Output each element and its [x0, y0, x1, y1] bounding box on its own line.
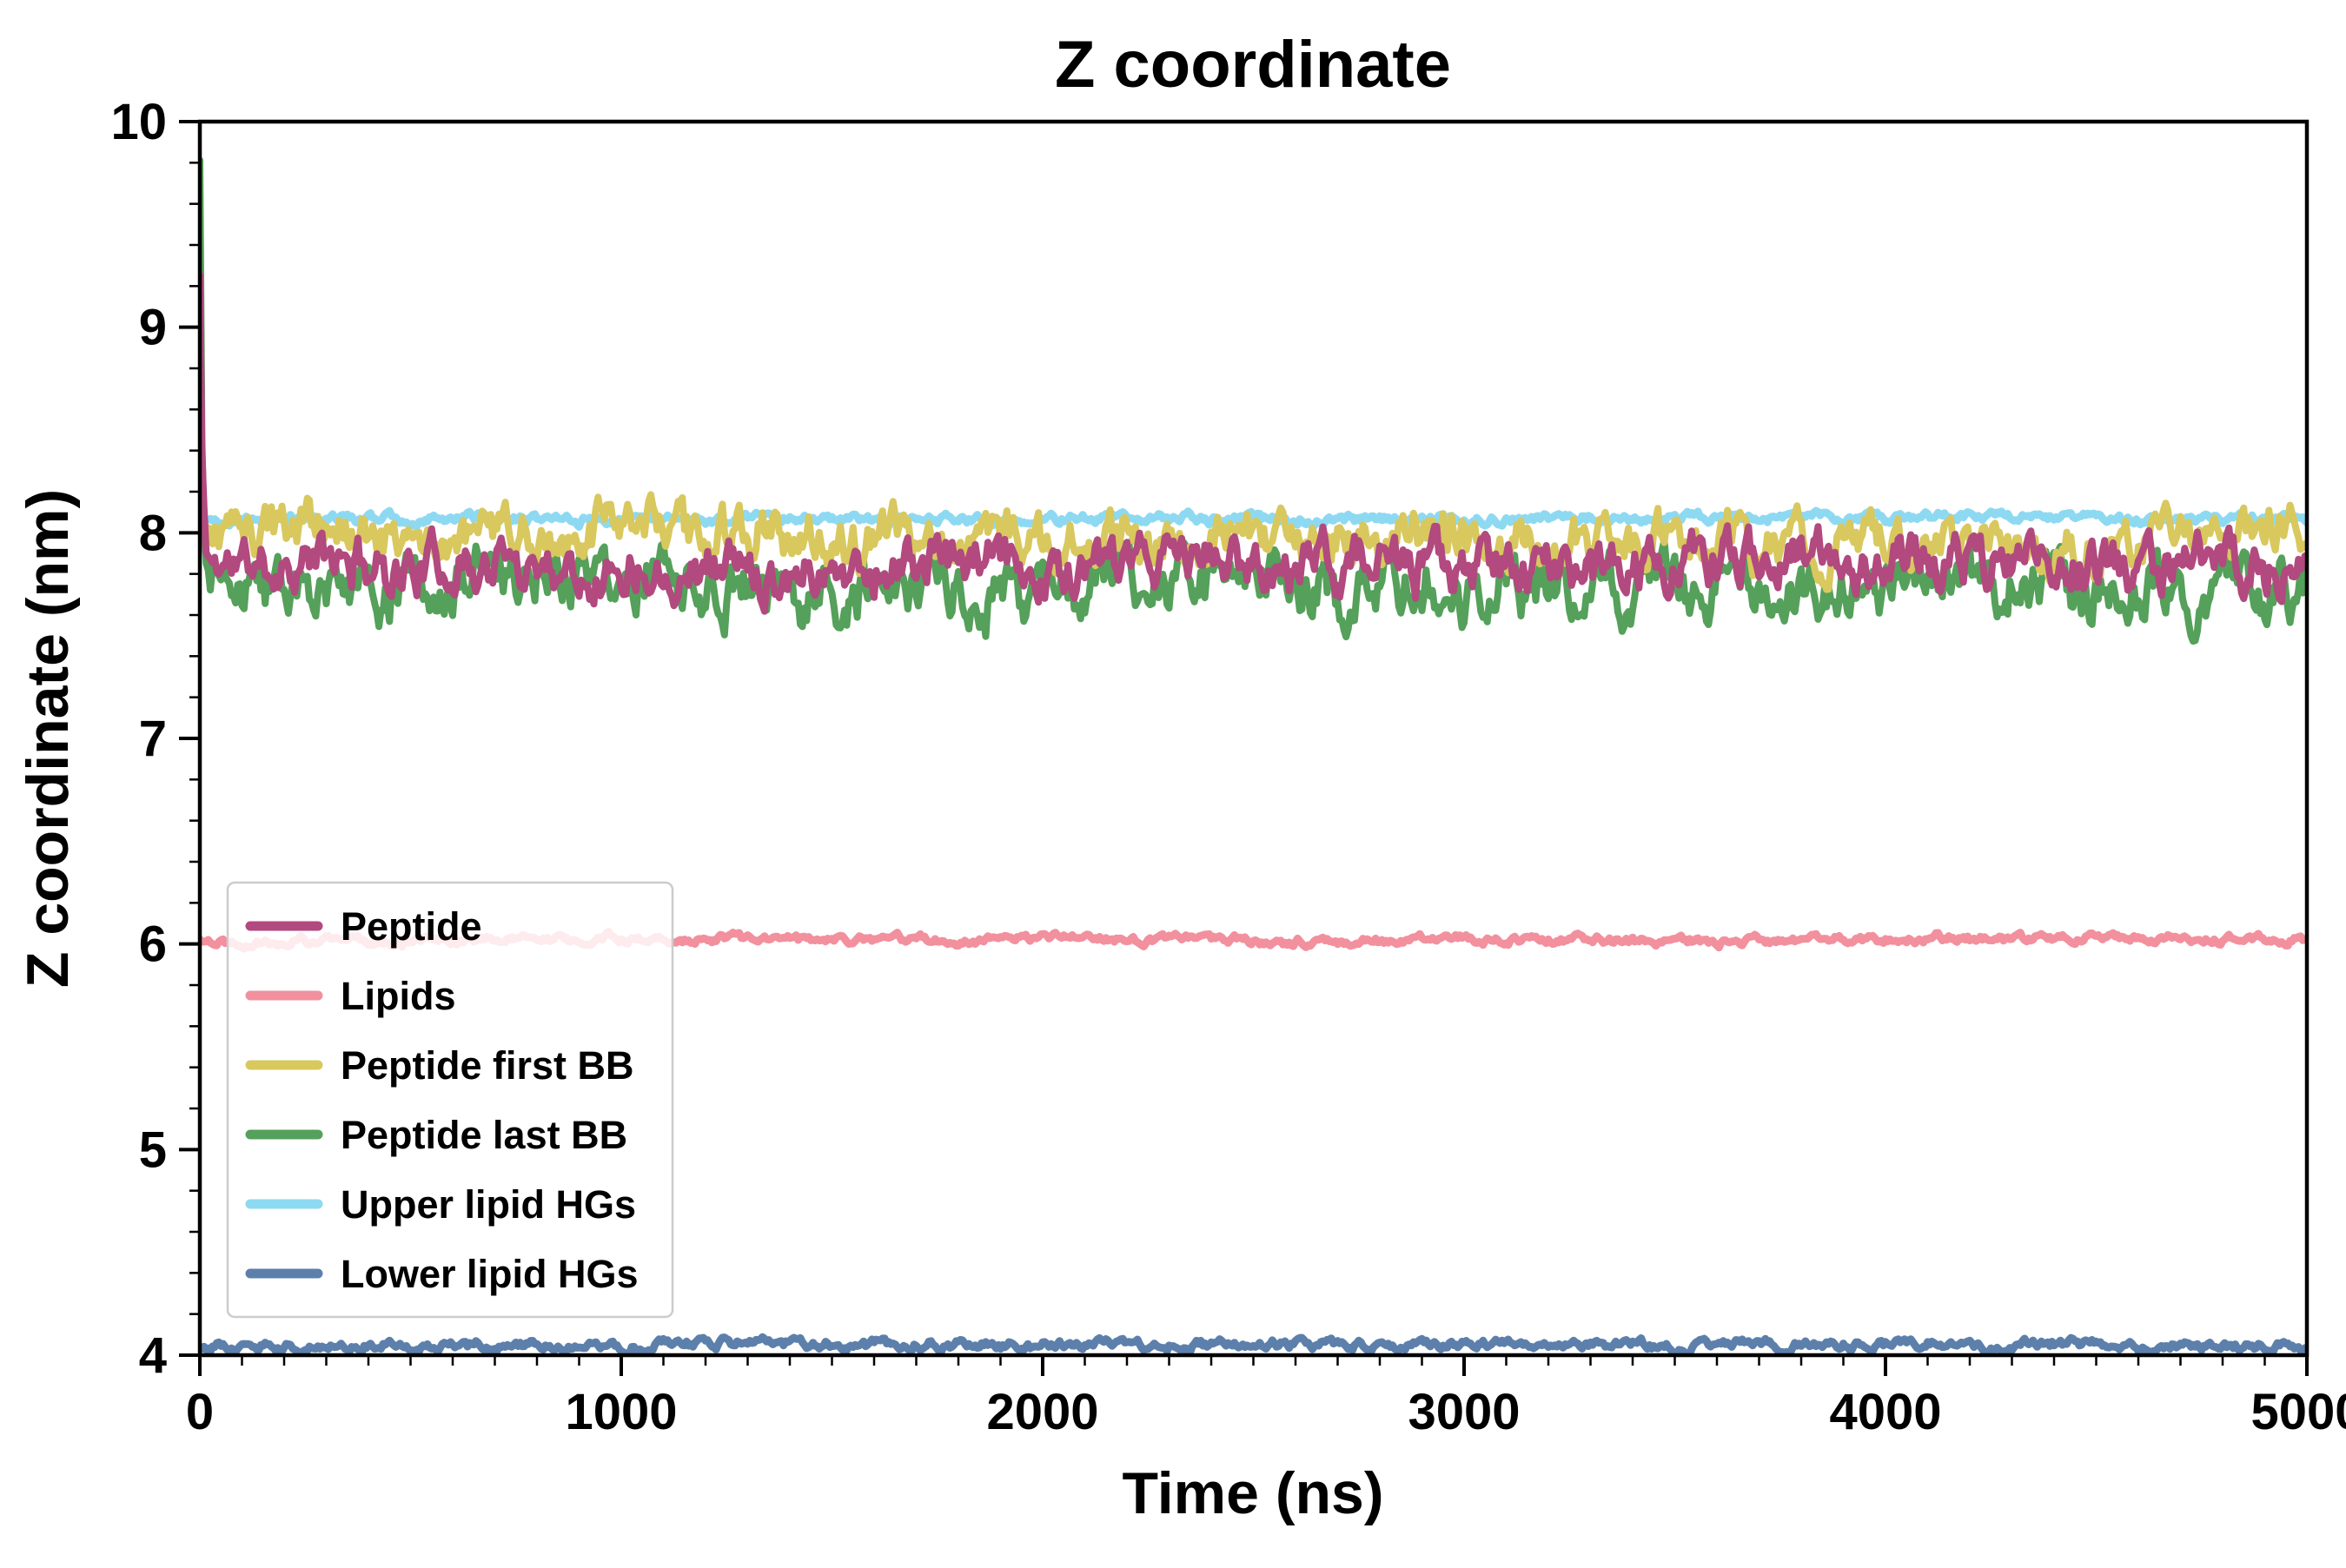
series-lines — [200, 156, 2307, 1355]
tick-labels: 0 1000 2000 3000 4000 5000 4 5 6 7 8 9 10 — [110, 94, 2346, 1440]
legend-label-upper-lipid-hgs: Upper lipid HGs — [341, 1182, 636, 1227]
legend-label-lipids: Lipids — [341, 974, 456, 1018]
y-tick-label-10: 10 — [110, 94, 167, 150]
series-line-upper-lipid-hgs — [200, 506, 2307, 531]
x-tick-label-3000: 3000 — [1408, 1384, 1520, 1440]
legend: Peptide Lipids Peptide first BB Peptide las… — [226, 881, 674, 1319]
legend-label-peptide-first-bb: Peptide first BB — [341, 1043, 634, 1088]
y-tick-label-9: 9 — [139, 300, 167, 356]
plot-frame — [197, 119, 2310, 1358]
chart-title: Z coordinate — [1055, 28, 1451, 102]
x-tick-label-0: 0 — [186, 1384, 214, 1440]
legend-box — [226, 881, 674, 1319]
x-tick-label-4000: 4000 — [1829, 1384, 1941, 1440]
major-ticks — [179, 120, 2309, 1376]
series-line-peptide — [200, 271, 2307, 615]
y-tick-label-5: 5 — [139, 1121, 167, 1178]
legend-label-lower-lipid-hgs: Lower lipid HGs — [341, 1252, 639, 1296]
series-line-lower-lipid-hgs — [200, 1333, 2307, 1355]
y-axis-label: Z coordinate (nm) — [15, 489, 81, 988]
x-tick-label-5000: 5000 — [2250, 1384, 2346, 1440]
x-tick-label-2000: 2000 — [986, 1384, 1098, 1440]
legend-label-peptide-last-bb: Peptide last BB — [341, 1113, 627, 1157]
y-tick-label-4: 4 — [139, 1327, 167, 1384]
y-tick-label-8: 8 — [139, 505, 167, 561]
y-tick-label-7: 7 — [139, 711, 167, 767]
legend-label-peptide: Peptide — [341, 904, 482, 949]
x-tick-label-1000: 1000 — [565, 1384, 677, 1440]
y-tick-label-6: 6 — [139, 916, 167, 973]
x-axis-label: Time (ns) — [1122, 1460, 1383, 1526]
